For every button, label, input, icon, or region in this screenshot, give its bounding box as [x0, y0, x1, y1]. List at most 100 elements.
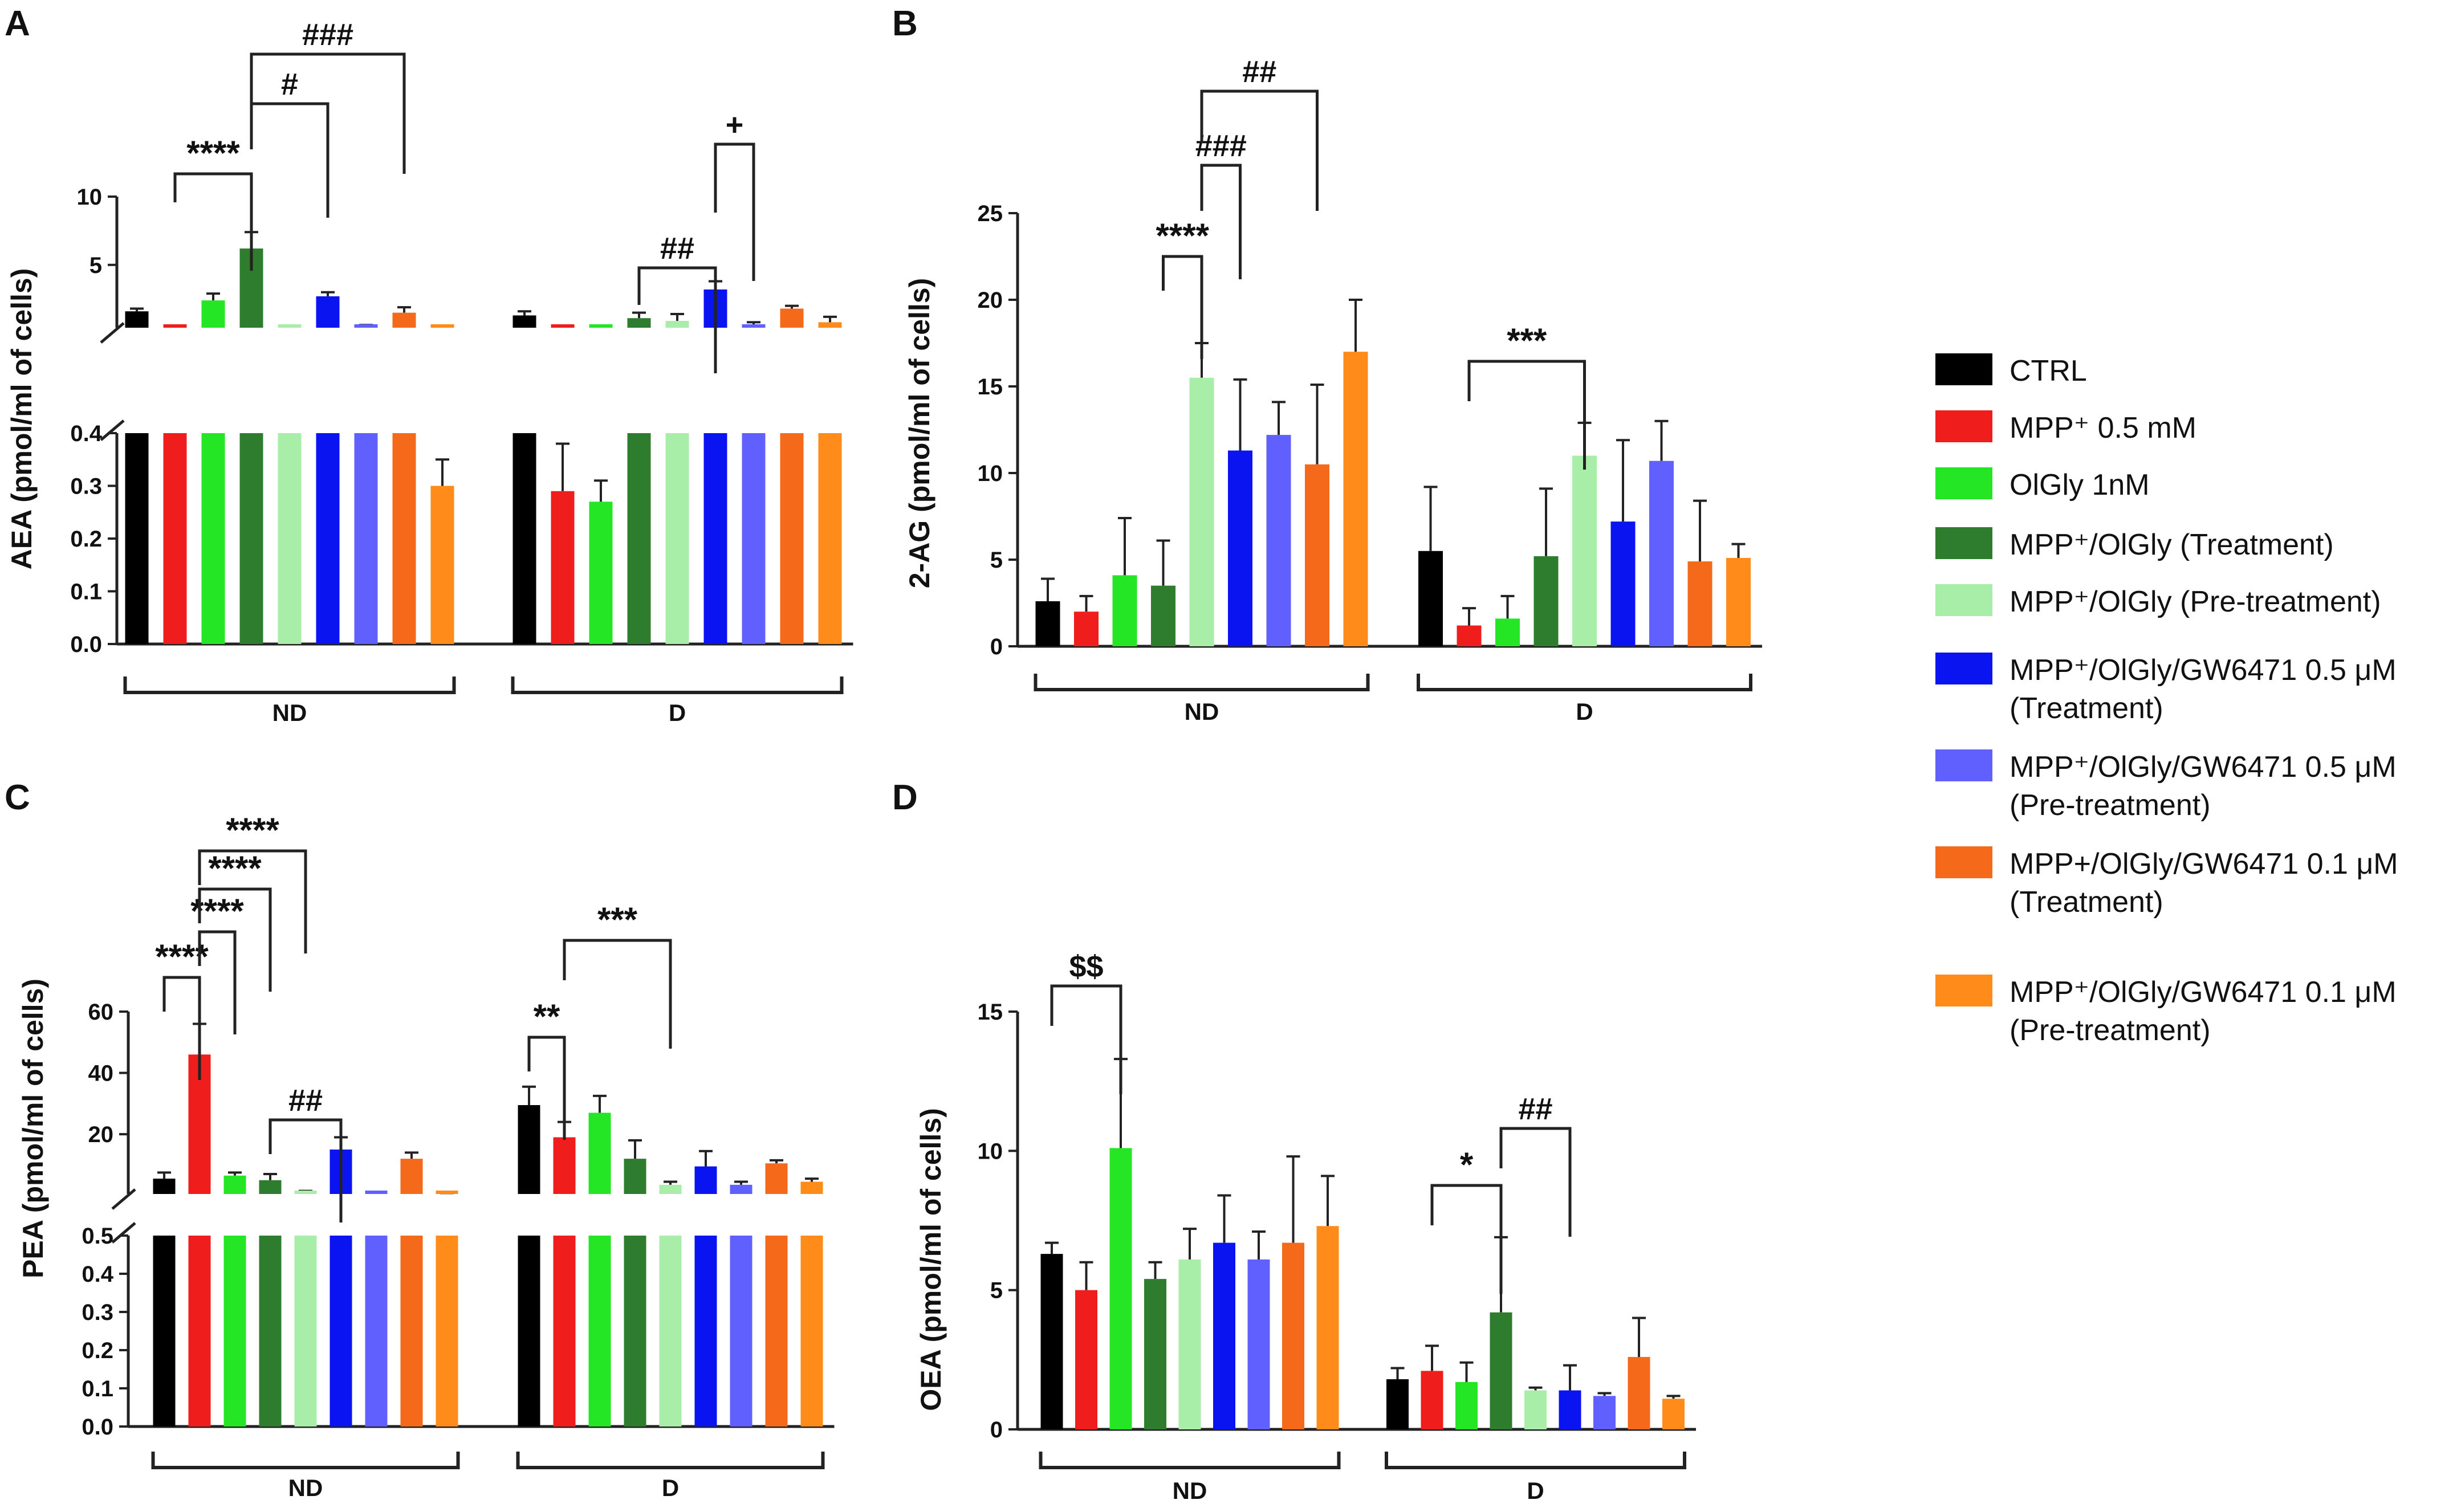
significance-bracket: [173, 172, 253, 271]
y-tick-label-a: 0.4: [70, 421, 102, 446]
group-bracket-nd: [1034, 674, 1370, 691]
y-tick-label-d: 5: [990, 1278, 1003, 1303]
bar-a-d-3-upper: [627, 318, 651, 328]
bar-c-d-8-upper: [800, 1181, 823, 1194]
bar-a-nd-0: [125, 433, 149, 644]
bar-a-nd-5-upper: [316, 296, 340, 328]
legend-label-1: MPP⁺ 0.5 mM: [2010, 411, 2196, 445]
bar-b-nd-1: [1074, 612, 1099, 646]
y-tick-label-d: 10: [978, 1139, 1003, 1164]
bar-d-nd-1: [1075, 1290, 1097, 1429]
y-tick-label-b: 0: [990, 634, 1003, 659]
significance-bracket: [250, 102, 330, 218]
bar-a-nd-7-upper: [392, 312, 416, 328]
bar-c-d-3: [624, 1236, 646, 1427]
group-bracket-d: [1417, 674, 1752, 691]
bar-a-nd-6: [354, 433, 378, 644]
y-tick-label-a: 5: [90, 253, 102, 278]
bar-d-nd-8: [1316, 1226, 1339, 1429]
group-bracket-d: [516, 1452, 825, 1469]
bar-d-nd-7: [1282, 1242, 1304, 1429]
bar-c-d-8: [800, 1236, 823, 1427]
bar-a-d-4: [665, 433, 689, 644]
legend-swatch-2: [1935, 467, 1992, 499]
significance-bracket: [1499, 1127, 1572, 1237]
bar-d-d-5: [1559, 1390, 1581, 1429]
significance-bracket: [1200, 164, 1242, 279]
significance-bracket: [563, 939, 672, 1049]
bar-b-d-2: [1495, 618, 1520, 646]
y-tick-label-c: 0.4: [82, 1262, 113, 1287]
bar-a-nd-1: [163, 433, 187, 644]
significance-label: ***: [597, 900, 638, 939]
bar-c-d-7-upper: [765, 1163, 788, 1194]
bar-b-nd-2: [1112, 575, 1137, 646]
significance-bracket: [637, 266, 717, 373]
bar-c-nd-3-upper: [259, 1180, 282, 1194]
y-axis-title-a: AEA (pmol/ml of cells): [6, 268, 38, 570]
y-tick-label-c: 0.5: [82, 1224, 113, 1249]
significance-bracket: [527, 1036, 566, 1140]
group-label-nd: ND: [1173, 1477, 1207, 1504]
bar-a-d-6: [742, 433, 766, 644]
bar-d-nd-4: [1178, 1259, 1201, 1429]
y-tick-label-c: 0.1: [82, 1376, 113, 1401]
bar-b-d-0: [1418, 551, 1443, 646]
group-label-d: D: [1527, 1477, 1544, 1504]
bar-d-d-1: [1421, 1371, 1443, 1429]
legend-label-8: MPP⁺/OlGly/GW6471 0.1 μM: [2010, 976, 2397, 1009]
bar-b-nd-3: [1151, 585, 1175, 646]
bar-d-d-0: [1386, 1379, 1409, 1429]
bar-c-nd-8-upper: [436, 1191, 458, 1194]
significance-bracket: [198, 930, 237, 1034]
legend-label-3: MPP⁺/OlGly (Treatment): [2010, 528, 2334, 561]
group-bracket-d: [1385, 1452, 1686, 1469]
bar-a-nd-8-upper: [430, 324, 454, 328]
group-label-nd: ND: [272, 699, 307, 726]
significance-bracket: [198, 849, 307, 953]
y-axis-title-c: PEA (pmol/ml of cells): [17, 979, 49, 1278]
legend-label-5-line2: (Treatment): [2010, 692, 2163, 725]
bar-a-d-0-upper: [512, 315, 536, 328]
bar-a-nd-4-upper: [278, 324, 302, 328]
y-tick-label-c: 0.0: [82, 1415, 113, 1440]
bar-c-nd-4: [294, 1236, 317, 1427]
significance-label: +: [726, 108, 744, 142]
bar-b-d-8: [1726, 557, 1751, 646]
bar-b-nd-0: [1035, 601, 1060, 646]
bar-a-nd-2: [201, 433, 225, 644]
significance-bracket: [1430, 1184, 1503, 1294]
bar-a-d-2-upper: [589, 324, 613, 328]
bar-a-nd-7: [392, 433, 416, 644]
bar-b-nd-7: [1305, 464, 1329, 646]
bar-d-d-7: [1628, 1356, 1650, 1429]
legend-swatch-7: [1935, 846, 1992, 878]
legend-label-8-line2: (Pre-treatment): [2010, 1014, 2211, 1047]
bar-c-d-0-upper: [518, 1105, 540, 1194]
group-label-d: D: [1576, 698, 1593, 725]
legend-label-4: MPP⁺/OlGly (Pre-treatment): [2010, 585, 2381, 618]
bar-d-nd-5: [1213, 1242, 1235, 1429]
group-label-d: D: [662, 1474, 679, 1501]
bar-c-d-4-upper: [659, 1184, 682, 1194]
bar-d-nd-6: [1247, 1259, 1270, 1429]
bar-b-nd-5: [1228, 450, 1252, 646]
axis-break-mark: [100, 322, 125, 344]
legend-label-2: OlGly 1nM: [2010, 468, 2150, 502]
significance-label: ###: [1195, 129, 1247, 163]
bar-a-nd-8: [430, 486, 454, 644]
significance-label: *: [1460, 1146, 1474, 1184]
bar-a-nd-5: [316, 433, 340, 644]
bar-d-d-4: [1524, 1390, 1547, 1429]
significance-label: ##: [660, 231, 694, 266]
legend-swatch-4: [1935, 584, 1992, 616]
bar-b-nd-4: [1189, 377, 1214, 646]
y-tick-label-b: 20: [978, 288, 1003, 313]
bar-a-d-1: [551, 491, 575, 644]
y-tick-label-a: 0.3: [70, 474, 102, 499]
significance-label: ***: [1507, 321, 1547, 360]
bar-d-d-6: [1593, 1396, 1616, 1429]
legend-label-7: MPP+/OlGly/GW6471 0.1 μM: [2010, 847, 2398, 881]
bar-c-nd-2-upper: [223, 1175, 246, 1194]
